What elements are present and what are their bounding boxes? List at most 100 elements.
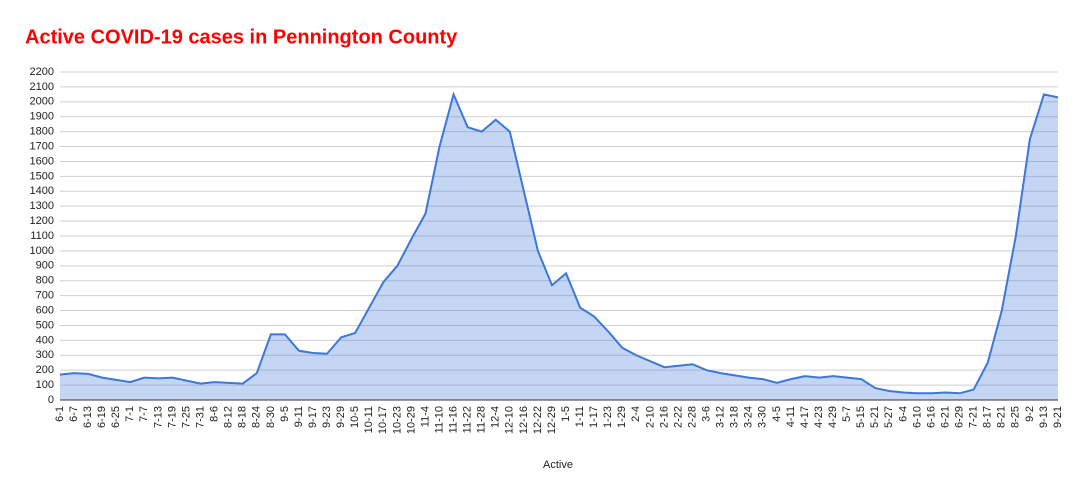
x-tick-label: 8-17	[982, 406, 994, 428]
x-tick-label: 2-28	[686, 406, 698, 428]
y-tick-label: 600	[36, 304, 54, 316]
x-tick-label: 9-11	[293, 406, 305, 427]
x-tick-label: 8-12	[223, 406, 235, 428]
x-tick-label: 1-11	[574, 406, 586, 427]
x-tick-label: 9-21	[1052, 406, 1064, 428]
x-tick-label: 7-19	[166, 406, 178, 428]
x-tick-label: 1-5	[560, 406, 572, 422]
y-tick-label: 1500	[30, 170, 54, 182]
chart-title: Active COVID-19 cases in Pennington Coun…	[25, 26, 458, 48]
x-tick-label: 11-4	[419, 406, 431, 427]
y-tick-label: 700	[36, 290, 54, 302]
x-tick-label: 10-17	[377, 406, 389, 434]
y-tick-label: 200	[36, 364, 54, 376]
y-tick-label: 1900	[30, 111, 54, 123]
x-tick-label: 11-22	[462, 406, 474, 433]
x-tick-label: 12-4	[490, 406, 502, 428]
y-tick-label: 1200	[30, 215, 54, 227]
y-tick-label: 2000	[30, 96, 54, 108]
x-tick-label: 4-29	[827, 406, 839, 428]
line	[59, 91, 1059, 395]
y-tick-label: 1700	[30, 140, 54, 152]
y-tick-label: 1400	[30, 185, 54, 197]
x-tick-label: 7-7	[138, 406, 150, 422]
x-tick-label: 1-17	[588, 406, 600, 428]
x-tick-label: 7-1	[124, 406, 136, 422]
x-tick-label: 7-25	[180, 406, 192, 428]
x-tick-label: 12-29	[546, 406, 558, 434]
x-tick-label: 8-21	[996, 406, 1008, 428]
x-axis-title: Active	[543, 459, 573, 471]
x-tick-label: 4-5	[771, 406, 783, 422]
x-tick-label: 8-18	[237, 406, 249, 428]
x-tick-label: 4-11	[785, 406, 797, 427]
x-tick-label: 8-25	[1010, 406, 1022, 428]
x-tick-label: 4-17	[799, 406, 811, 428]
x-tick-label: 12-10	[504, 406, 516, 434]
y-tick-label: 100	[36, 379, 54, 391]
x-tick-label: 1-29	[616, 406, 628, 428]
x-tick-label: 4-23	[813, 406, 825, 428]
y-tick-label: 500	[36, 319, 54, 331]
x-tick-label: 6-13	[82, 406, 94, 428]
x-tick-label: 9-5	[279, 406, 291, 422]
x-tick-label: 2-10	[644, 406, 656, 428]
y-tick-label: 1300	[30, 200, 54, 212]
y-tick-label: 1800	[30, 126, 54, 138]
x-tick-label: 1-23	[602, 406, 614, 428]
y-tick-label: 0	[48, 394, 54, 406]
x-tick-label: 5-7	[841, 406, 853, 422]
x-tick-label: 7-31	[194, 406, 206, 428]
y-tick-label: 300	[36, 349, 54, 361]
x-tick-label: 12-16	[518, 406, 530, 434]
y-tick-label: 2200	[30, 66, 54, 78]
y-tick-label: 400	[36, 334, 54, 346]
x-tick-label: 8-24	[251, 406, 263, 428]
x-tick-label: 6-7	[68, 406, 80, 422]
x-tick-label: 3-18	[729, 406, 741, 428]
x-tick-label: 3-12	[715, 406, 727, 428]
x-tick-label: 5-21	[869, 406, 881, 428]
y-tick-label: 900	[36, 260, 54, 272]
x-tick-label: 8-30	[265, 406, 277, 428]
x-tick-label: 6-25	[110, 406, 122, 428]
y-tick-label: 2100	[30, 81, 54, 93]
x-tick-label: 9-2	[1024, 406, 1036, 422]
x-tick-label: 2-4	[630, 406, 642, 422]
x-tick-label: 9-17	[307, 406, 319, 428]
y-tick-label: 800	[36, 275, 54, 287]
y-tick-label: 1600	[30, 155, 54, 167]
x-tick-label: 6-19	[96, 406, 108, 428]
x-tick-label: 2-22	[672, 406, 684, 428]
x-tick-label: 6-21	[939, 406, 951, 428]
x-tick-label: 6-16	[925, 406, 937, 428]
x-tick-label: 10-23	[391, 406, 403, 434]
x-tick-label: 6-1	[54, 406, 66, 422]
x-tick-label: 3-6	[700, 406, 712, 422]
x-tick-label: 6-4	[897, 406, 909, 422]
x-tick-label: 5-15	[855, 406, 867, 428]
x-tick-label: 6-29	[954, 406, 966, 428]
area	[60, 94, 1058, 400]
x-tick-label: 9-29	[335, 406, 347, 428]
x-tick-label: 11-10	[433, 406, 445, 433]
x-tick-label: 11-16	[447, 406, 459, 433]
x-tick-label: 7-21	[968, 406, 980, 428]
x-tick-label: 8-6	[209, 406, 221, 422]
y-tick-label: 1000	[30, 245, 54, 257]
x-tick-label: 6-10	[911, 406, 923, 428]
x-tick-label: 3-24	[743, 406, 755, 428]
x-tick-label: 2-16	[658, 406, 670, 428]
x-tick-label: 11-28	[476, 406, 488, 433]
x-tick-label: 9-13	[1038, 406, 1050, 428]
x-tick-label: 10-29	[405, 406, 417, 434]
x-tick-label: 10-11	[363, 406, 375, 433]
x-tick-label: 12-22	[532, 406, 544, 434]
x-tick-label: 9-23	[321, 406, 333, 428]
x-tick-label: 3-30	[757, 406, 769, 428]
x-tick-label: 10-5	[349, 406, 361, 428]
y-tick-label: 1100	[30, 230, 54, 242]
x-tick-label: 5-27	[883, 406, 895, 428]
x-tick-label: 7-13	[152, 406, 164, 428]
